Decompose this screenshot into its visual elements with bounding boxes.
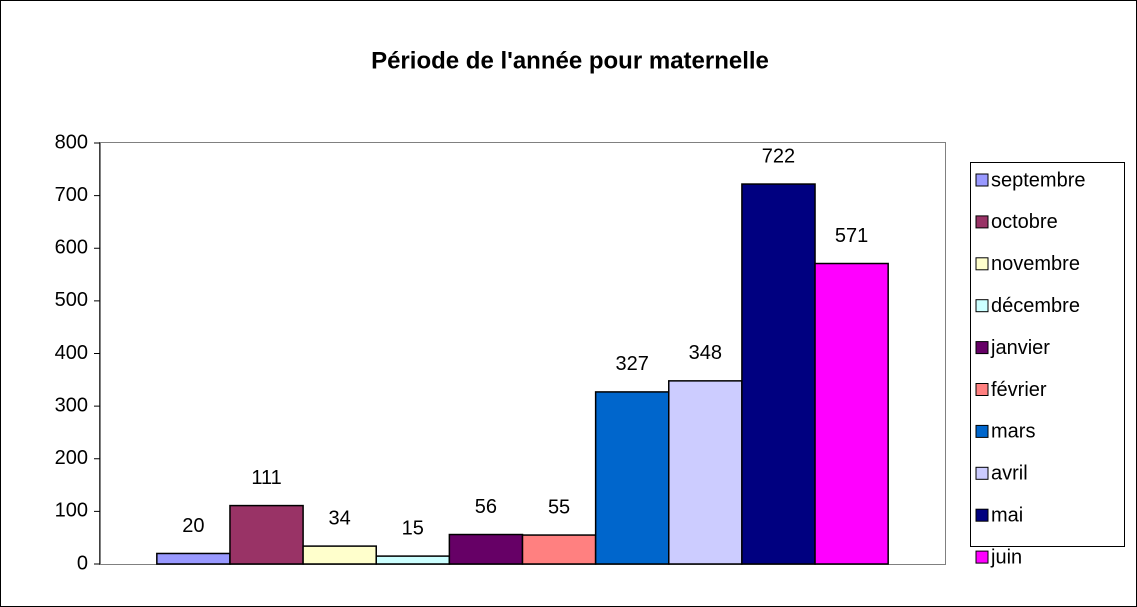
- data-label: 15: [402, 517, 424, 539]
- legend-box: [970, 162, 1125, 547]
- bar: [448, 533, 524, 565]
- legend-swatch: [975, 215, 989, 229]
- y-tick-label: 800: [55, 131, 88, 153]
- legend-swatch: [975, 299, 989, 313]
- legend-swatch: [975, 508, 989, 522]
- chart-title: Période de l'année pour maternelle: [371, 47, 769, 74]
- legend-label: septembre: [991, 169, 1086, 191]
- data-label: 34: [329, 507, 351, 529]
- legend-swatch: [975, 383, 989, 396]
- bar: [814, 262, 889, 565]
- y-tick-label: 700: [55, 184, 88, 206]
- bar: [668, 380, 743, 565]
- data-label: 56: [475, 496, 497, 518]
- bar: [156, 552, 231, 565]
- legend-swatch: [975, 341, 989, 355]
- legend-label: novembre: [991, 253, 1080, 275]
- y-tick-label: 200: [55, 447, 88, 469]
- legend-swatch: [975, 173, 989, 187]
- legend-swatch: [975, 257, 989, 271]
- legend-swatch: [975, 550, 989, 564]
- y-tick-label: 300: [55, 394, 88, 416]
- data-label: 327: [616, 353, 649, 375]
- legend-label: juin: [990, 546, 1022, 568]
- data-label: 722: [762, 145, 795, 167]
- data-label: 20: [182, 515, 204, 537]
- y-tick-label: 500: [55, 289, 88, 311]
- data-label: 348: [689, 342, 722, 364]
- legend-swatch: [975, 424, 989, 438]
- bar: [521, 534, 597, 565]
- bar: [302, 545, 377, 565]
- legend-label: mars: [991, 421, 1035, 443]
- bar: [741, 183, 816, 565]
- data-label: 571: [835, 225, 868, 247]
- legend-swatch: [975, 466, 989, 480]
- y-tick-label: 600: [55, 237, 88, 259]
- legend-label: février: [991, 379, 1047, 401]
- y-tick-label: 0: [77, 552, 88, 574]
- legend-label: octobre: [991, 211, 1058, 233]
- data-label: 111: [251, 467, 281, 489]
- legend-label: mai: [991, 504, 1023, 526]
- y-tick-label: 400: [55, 342, 88, 364]
- legend-label: janvier: [990, 337, 1050, 359]
- y-tick-label: 100: [55, 500, 88, 522]
- bar: [594, 391, 670, 565]
- legend-label: avril: [991, 463, 1028, 485]
- legend-label: décembre: [991, 295, 1080, 317]
- bar: [375, 555, 451, 565]
- bar: [229, 504, 304, 565]
- data-label: 55: [548, 496, 570, 518]
